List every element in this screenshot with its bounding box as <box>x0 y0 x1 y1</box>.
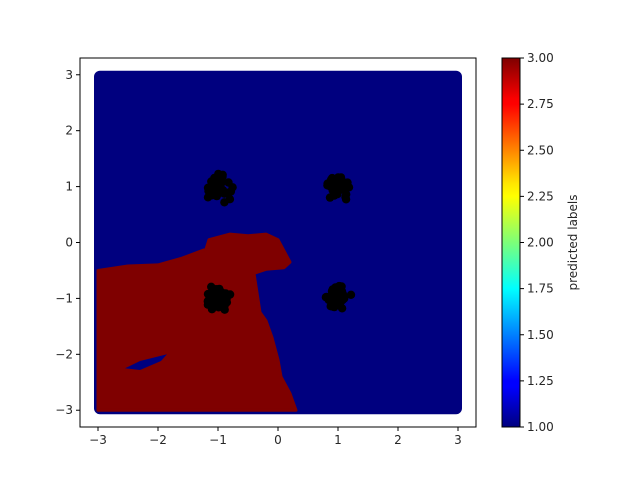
data-point <box>203 193 213 202</box>
data-point <box>219 296 228 306</box>
data-point <box>332 293 342 303</box>
data-point <box>207 282 216 291</box>
data-point <box>333 190 342 199</box>
data-point <box>343 178 352 187</box>
y-tick-label: −3 <box>55 403 73 417</box>
data-point <box>224 188 233 197</box>
y-tick-label: −1 <box>55 291 73 305</box>
y-tick-label: 2 <box>65 124 73 138</box>
x-tick-label: 3 <box>454 433 462 447</box>
region-label-1-inset <box>125 354 167 370</box>
x-tick-label: 2 <box>394 433 402 447</box>
colorbar-ticks: 1.00 1.25 1.50 1.75 2.00 2.25 2.50 2.75 3.00 <box>520 51 554 434</box>
data-point <box>346 290 356 299</box>
colorbar-tick-label: 3.00 <box>527 51 554 65</box>
colorbar-tick-label: 1.00 <box>527 420 554 434</box>
data-point <box>328 302 337 311</box>
data-point <box>330 287 339 296</box>
colorbar-tick-label: 1.75 <box>527 282 554 296</box>
colorbar-tick-label: 1.50 <box>527 328 554 342</box>
data-point <box>212 191 221 201</box>
data-point <box>225 290 235 299</box>
colorbar-tick-label: 2.50 <box>527 143 554 157</box>
x-tick-label: −3 <box>89 433 107 447</box>
y-tick-label: 1 <box>65 180 73 194</box>
x-axis: −3 −2 −1 0 1 2 3 <box>89 427 462 447</box>
data-point <box>207 177 216 186</box>
x-tick-label: −2 <box>149 433 167 447</box>
y-axis: −3 −2 −1 0 1 2 3 <box>55 68 80 417</box>
y-tick-label: 3 <box>65 68 73 82</box>
data-point <box>215 177 224 187</box>
data-point <box>224 178 233 187</box>
data-point <box>338 184 348 194</box>
x-tick-label: 0 <box>274 433 282 447</box>
data-point <box>204 186 213 196</box>
data-point <box>214 303 223 312</box>
colorbar-gradient <box>501 57 521 428</box>
colorbar-tick-label: 2.00 <box>527 236 554 250</box>
x-tick-label: −1 <box>209 433 227 447</box>
data-point <box>220 198 229 207</box>
x-tick-label: 1 <box>334 433 342 447</box>
y-tick-label: 0 <box>65 236 73 250</box>
decision-regions <box>94 70 462 415</box>
colorbar-tick-label: 2.25 <box>527 189 554 203</box>
data-points <box>203 169 356 314</box>
data-point <box>213 290 223 299</box>
data-point <box>203 289 213 299</box>
colorbar-label: predicted labels <box>566 194 580 290</box>
y-tick-label: −2 <box>55 347 73 361</box>
data-point <box>323 179 332 188</box>
colorbar-tick-label: 1.25 <box>527 374 554 388</box>
colorbar: 1.00 1.25 1.50 1.75 2.00 2.25 2.50 2.75 3.00 pre… <box>501 51 580 434</box>
plot-area: −3 −2 −1 0 1 2 3 −3 −2 −1 0 1 2 3 <box>55 57 477 447</box>
colorbar-tick-label: 2.75 <box>527 97 554 111</box>
